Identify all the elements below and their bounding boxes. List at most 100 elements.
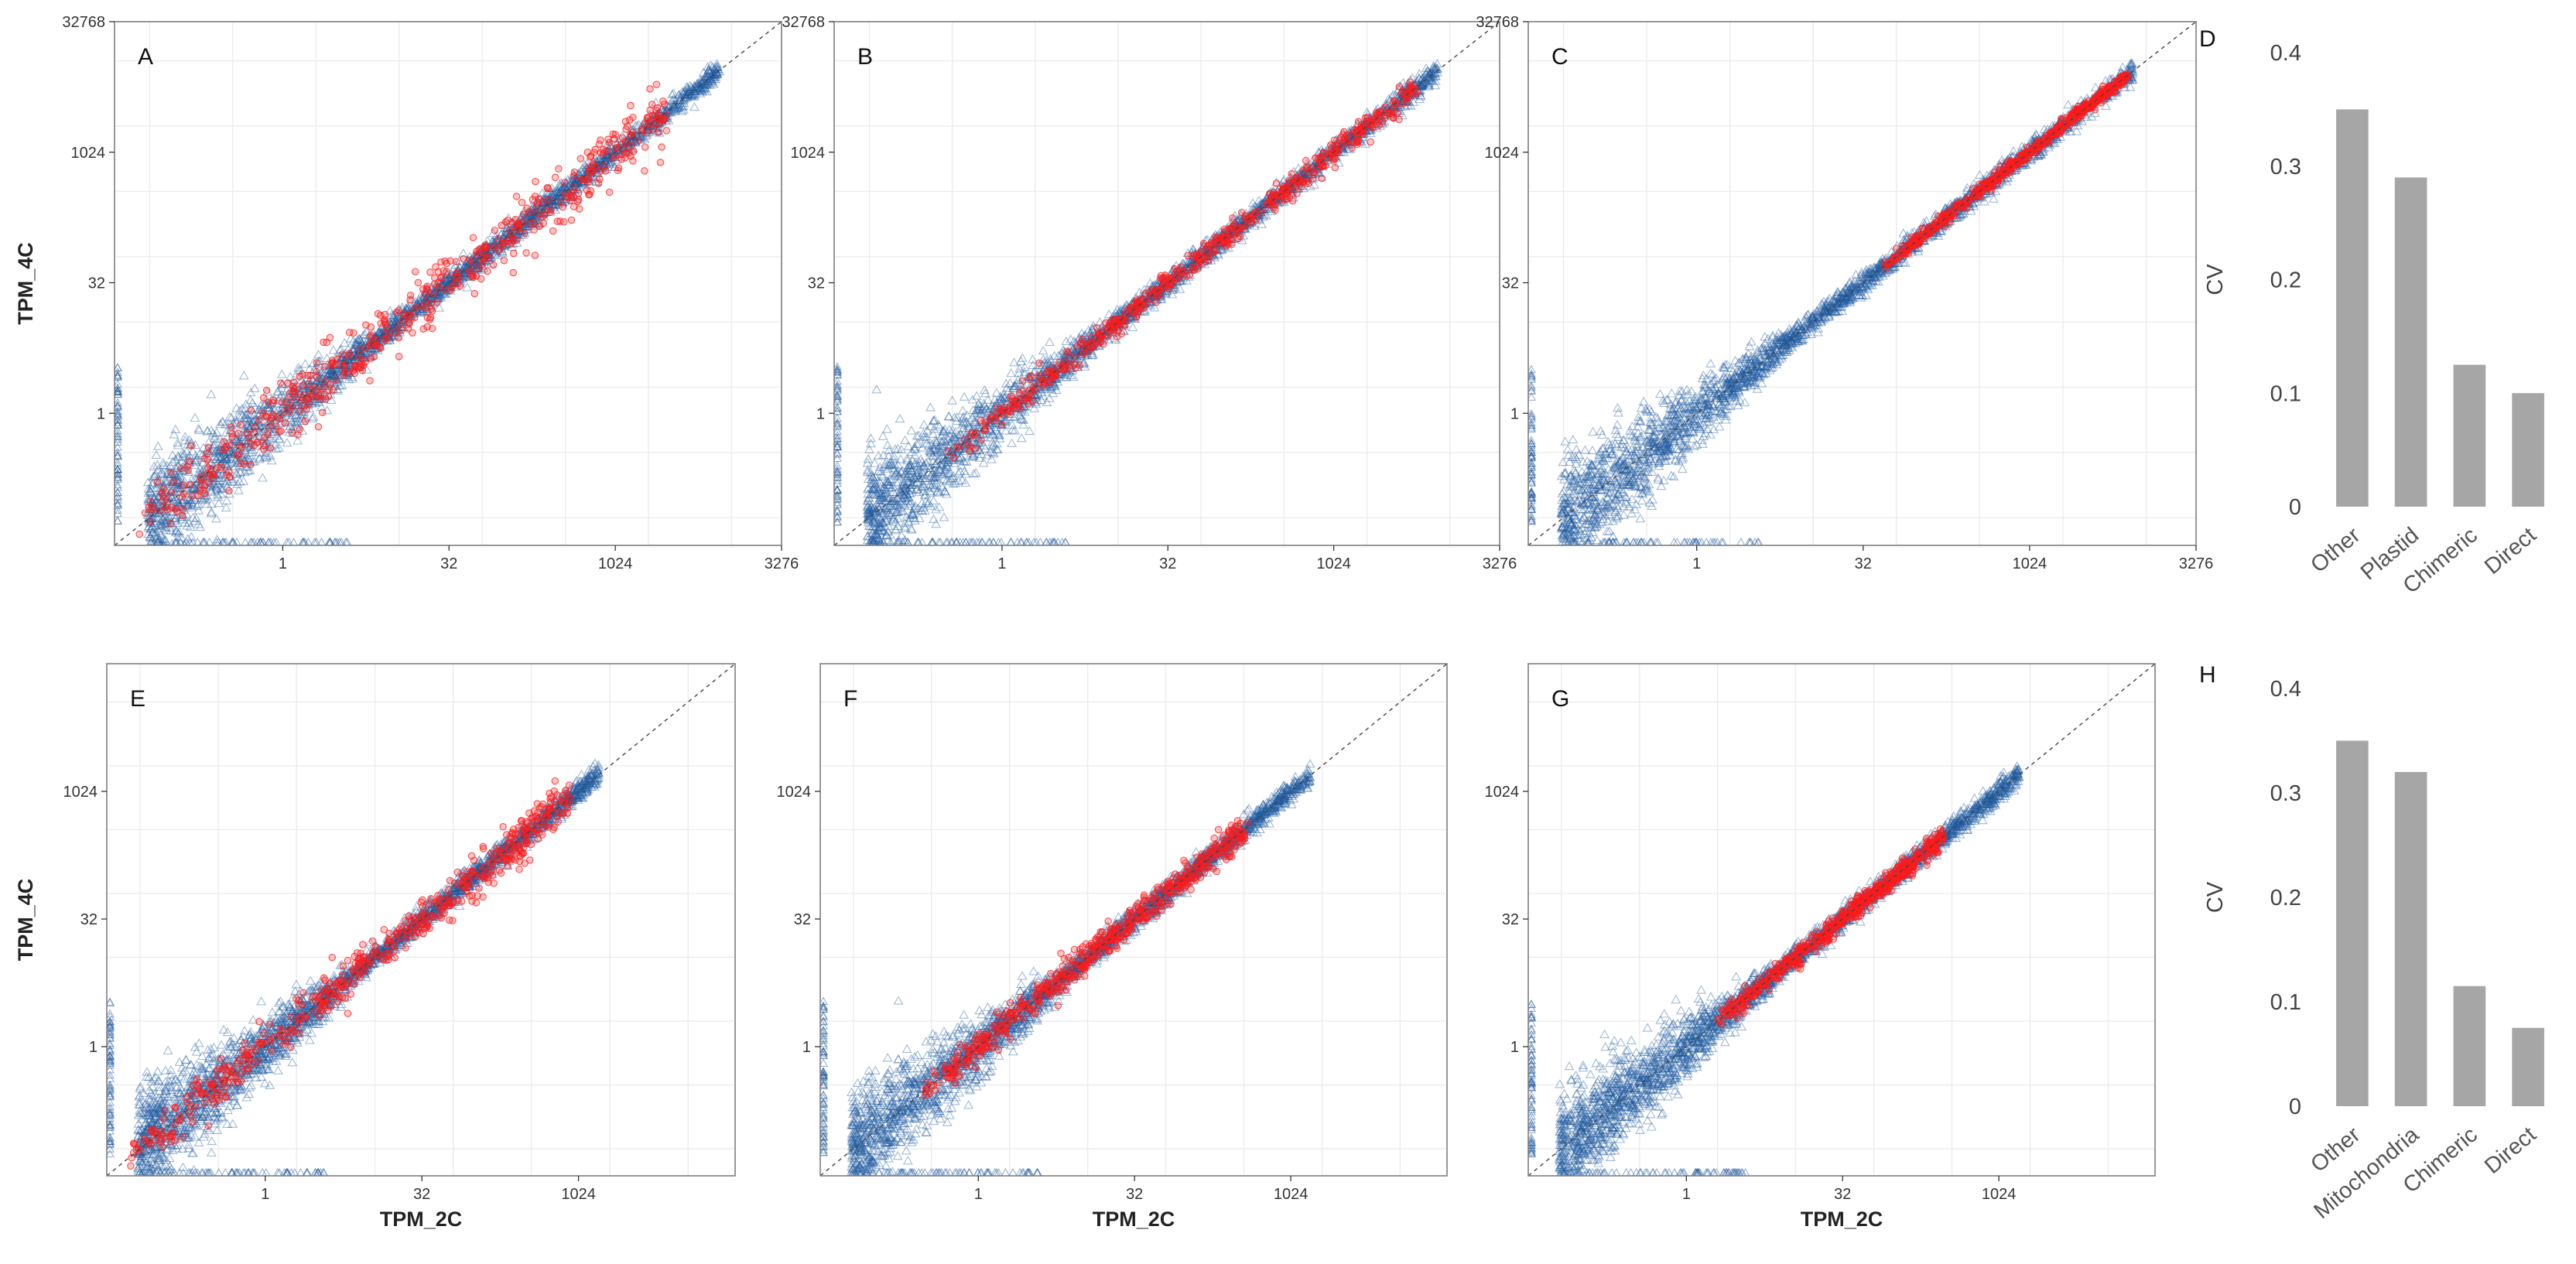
- data-point: [600, 155, 611, 165]
- data-point: [169, 515, 180, 525]
- data-point: [390, 321, 401, 330]
- data-point: [234, 436, 245, 445]
- data-point: [247, 420, 257, 430]
- data-point: [221, 502, 231, 512]
- data-point: [180, 477, 190, 486]
- data-point: [245, 410, 256, 419]
- data-point: [255, 408, 265, 417]
- data-point: [689, 80, 700, 91]
- highlight-point: [427, 299, 436, 307]
- highlight-point: [300, 401, 308, 410]
- data-point: [433, 287, 443, 297]
- data-point: [552, 187, 563, 196]
- data-point: [145, 487, 156, 497]
- data-point: [607, 152, 618, 161]
- highlight-point: [441, 285, 449, 293]
- highlight-point: [300, 391, 308, 400]
- highlight-point: [489, 261, 498, 269]
- data-point: [159, 504, 169, 514]
- data-point: [434, 289, 445, 299]
- data-point: [351, 350, 362, 359]
- data-point: [175, 482, 186, 491]
- data-point: [434, 302, 445, 312]
- data-point: [712, 69, 723, 78]
- data-point: [203, 446, 214, 456]
- data-point: [195, 448, 206, 458]
- data-point: [570, 178, 580, 187]
- data-point: [529, 217, 540, 226]
- data-point: [228, 537, 238, 545]
- data-point: [172, 474, 183, 484]
- data-point: [421, 298, 432, 307]
- data-point: [604, 152, 614, 162]
- data-point: [143, 528, 154, 538]
- data-point: [598, 155, 609, 165]
- data-point: [409, 304, 420, 313]
- data-point: [611, 138, 622, 147]
- data-point: [231, 448, 241, 458]
- data-point: [259, 399, 270, 408]
- data-point: [579, 170, 590, 179]
- data-point: [245, 440, 255, 449]
- data-point: [205, 537, 214, 545]
- data-point: [1251, 202, 1262, 211]
- data-point: [344, 374, 354, 384]
- data-point: [258, 439, 269, 449]
- highlight-point: [221, 446, 229, 454]
- data-point: [684, 84, 695, 94]
- data-point: [699, 84, 710, 94]
- data-point: [700, 71, 711, 80]
- data-point: [703, 62, 713, 71]
- data-point: [661, 112, 672, 121]
- data-point: [145, 518, 156, 527]
- data-point: [353, 349, 363, 359]
- highlight-point: [345, 350, 354, 357]
- data-point: [156, 519, 167, 528]
- data-point: [115, 499, 122, 508]
- data-point: [429, 293, 440, 302]
- data-point: [299, 386, 310, 395]
- data-point: [568, 169, 579, 178]
- data-point: [511, 219, 521, 228]
- data-point: [115, 402, 122, 411]
- data-point: [960, 446, 970, 456]
- data-point: [313, 356, 324, 366]
- highlight-point: [329, 386, 337, 395]
- highlight-point: [656, 159, 665, 166]
- data-point: [223, 459, 234, 469]
- data-point: [240, 466, 251, 477]
- data-point: [245, 455, 255, 464]
- data-point: [327, 370, 337, 379]
- highlight-point: [313, 367, 320, 376]
- highlight-point: [306, 371, 314, 380]
- data-point: [115, 508, 122, 518]
- data-point: [195, 521, 206, 531]
- highlight-point: [521, 229, 529, 237]
- data-point: [622, 142, 633, 152]
- highlight-point: [159, 485, 167, 493]
- data-point: [176, 514, 187, 524]
- data-point: [689, 90, 700, 100]
- data-point: [221, 419, 231, 429]
- data-point: [529, 203, 539, 213]
- data-point: [462, 282, 473, 292]
- data-point: [475, 258, 486, 268]
- data-point: [115, 409, 122, 418]
- highlight-point: [262, 386, 271, 395]
- highlight-point: [366, 377, 374, 384]
- y-tick-label: 32: [88, 275, 105, 292]
- data-point: [1010, 381, 1021, 390]
- highlight-point: [204, 463, 212, 472]
- data-point: [494, 242, 505, 251]
- data-point: [439, 274, 450, 284]
- data-point: [712, 64, 723, 73]
- data-point: [255, 453, 265, 462]
- highlight-point: [183, 463, 191, 470]
- data-point: [149, 492, 159, 501]
- data-point: [422, 292, 433, 301]
- data-point: [668, 104, 679, 114]
- data-point: [431, 280, 442, 289]
- highlight-point: [478, 254, 487, 262]
- data-point: [597, 162, 608, 171]
- highlight-point: [259, 409, 267, 417]
